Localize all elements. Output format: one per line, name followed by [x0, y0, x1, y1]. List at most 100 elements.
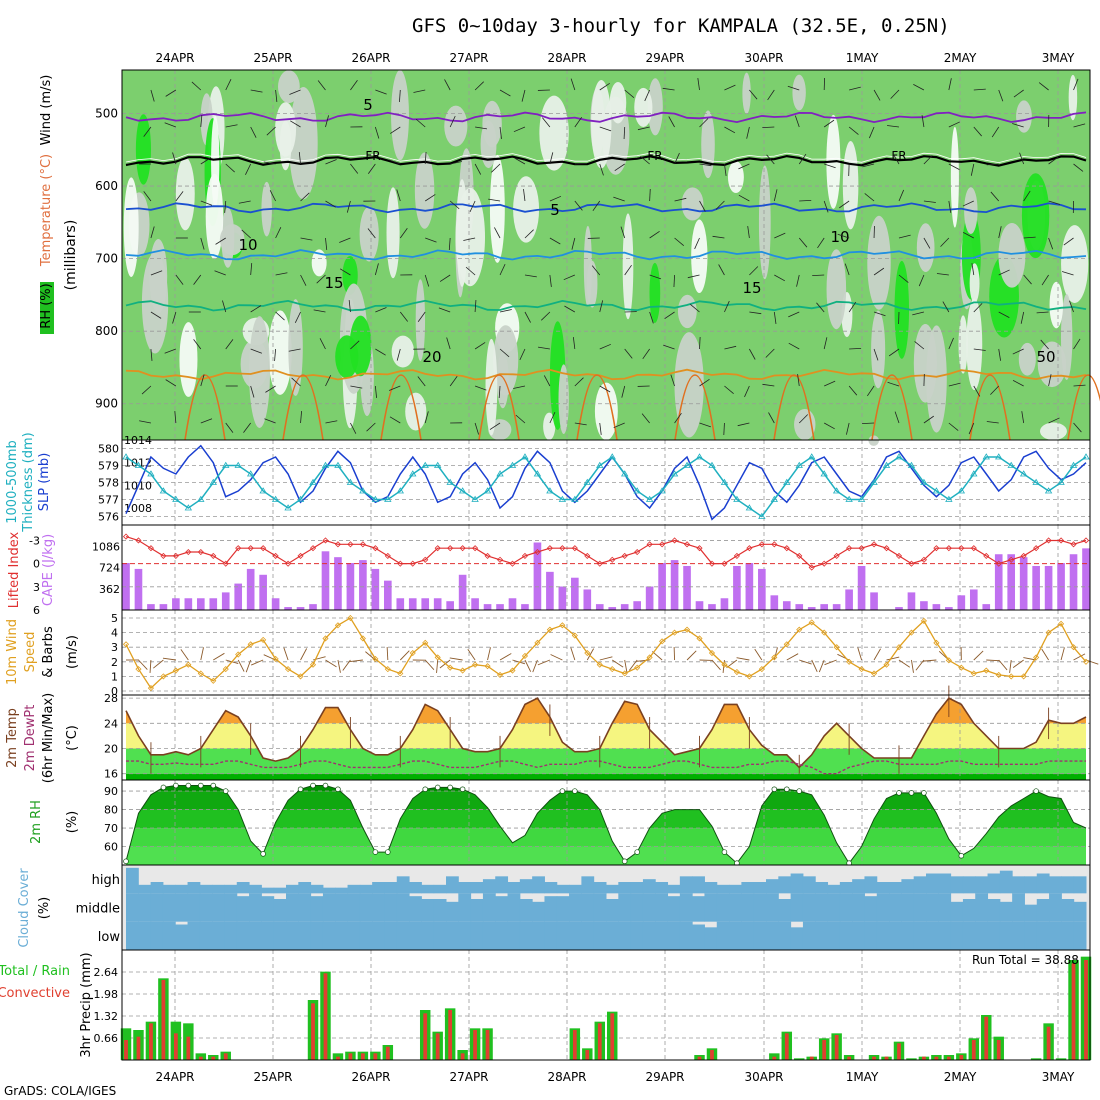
- surface-wind-barb: [386, 646, 389, 661]
- wind-barb: [599, 82, 610, 91]
- lifted-index-point: [733, 552, 740, 559]
- rh-point: [173, 782, 179, 789]
- cloud-cell: [975, 876, 989, 894]
- cloud-cell: [802, 893, 816, 922]
- wind-barb: [1063, 237, 1074, 246]
- surface-wind-barb: [245, 659, 252, 673]
- lifted-index-point: [1070, 541, 1077, 548]
- precip-convective-bar: [136, 1036, 141, 1060]
- wind-barb: [963, 232, 974, 239]
- cloud-cell: [618, 893, 632, 922]
- wind-barb: [846, 422, 850, 435]
- precip-convective-bar: [124, 1040, 128, 1060]
- thickness-point: [957, 487, 966, 494]
- wind-barb: [862, 163, 875, 168]
- cloud-cell: [470, 882, 484, 894]
- surface-wind-barb: [180, 649, 189, 661]
- wind-barb: [374, 385, 378, 398]
- wind-barb: [399, 311, 408, 322]
- rh-patch: [868, 435, 879, 446]
- cloud-cell: [901, 879, 915, 894]
- thickness-point: [134, 461, 143, 468]
- wind-speed-point: [721, 661, 728, 668]
- wind-barb: [715, 200, 725, 210]
- cloud-cell: [1061, 899, 1075, 922]
- lifted-index-point: [571, 545, 578, 552]
- wind-barb: [540, 311, 551, 321]
- cloud-cell: [679, 893, 693, 922]
- wind-speed-point: [821, 629, 828, 636]
- wind-barb: [848, 126, 859, 135]
- wind-barb: [243, 422, 251, 433]
- surface-wind-barb: [532, 659, 538, 673]
- cloud-cell: [655, 921, 669, 950]
- wind-barb: [641, 413, 650, 424]
- cloud-cell: [495, 921, 509, 950]
- wind-barb: [399, 89, 401, 102]
- cape-bar: [471, 598, 479, 610]
- wind-barb: [499, 348, 510, 358]
- lifted-index-point: [970, 545, 977, 552]
- cloud-cell: [729, 921, 742, 950]
- cape-tick-label: 724: [99, 562, 120, 575]
- wind-barb: [649, 274, 662, 280]
- wind-barb: [325, 159, 337, 165]
- wind-barb: [200, 418, 213, 424]
- cloud-cell: [1036, 873, 1050, 894]
- cloud-cell: [729, 893, 742, 922]
- top-date-label: 25APR: [253, 51, 292, 65]
- wind-barb: [275, 311, 285, 321]
- cape-bar: [184, 598, 193, 610]
- precip-total-label: Total / Rain: [0, 964, 70, 979]
- cloud-cell: [322, 921, 336, 950]
- cloud-cell: [249, 921, 262, 950]
- lifted-index-point: [422, 556, 429, 563]
- top-date-axis: 24APR 25APR 26APR 27APR 28APR 29APR 30APR 1MAY 2…: [155, 51, 1074, 65]
- wind-speed-point: [1033, 654, 1040, 661]
- rh-point: [796, 788, 802, 794]
- wind-barb: [150, 89, 155, 102]
- wind-barb: [1019, 152, 1025, 165]
- wind-barb: [238, 200, 251, 204]
- cloud-cell: [458, 882, 472, 894]
- wind-barb: [663, 344, 675, 350]
- lifted-index-point: [496, 556, 504, 563]
- wind-barb: [475, 126, 488, 130]
- cape-bar: [371, 568, 380, 610]
- thickness-point: [970, 470, 978, 477]
- wind-barb: [773, 189, 778, 202]
- cape-bar: [645, 586, 654, 610]
- wind-barb: [474, 300, 477, 313]
- bottom-date-label: 27APR: [449, 1070, 488, 1084]
- wind-speed-point: [210, 677, 217, 684]
- rh-patch: [758, 165, 771, 280]
- wind-barb: [348, 300, 351, 313]
- wind-barb: [222, 300, 227, 313]
- contour-label: 15: [742, 279, 761, 297]
- rh-patch: [826, 249, 847, 330]
- rh-patch: [211, 115, 220, 208]
- precip-convective-bar: [1071, 963, 1076, 1060]
- rh-patch: [583, 225, 592, 307]
- wind-barb: [165, 379, 177, 387]
- cape-bar: [571, 577, 579, 610]
- cloud-cell: [298, 921, 312, 950]
- wind-barb: [798, 153, 807, 165]
- cape-bar: [845, 589, 853, 610]
- surface-wind-barb: [162, 657, 176, 661]
- wind-speed-point: [122, 641, 130, 648]
- wind-barb: [570, 78, 576, 91]
- cape-bar: [508, 598, 517, 610]
- wind-barb: [415, 118, 426, 128]
- rh-patch: [289, 87, 318, 200]
- thickness-point: [1007, 461, 1015, 468]
- surface-wind-barb: [200, 647, 204, 661]
- wind-speed-point: [559, 622, 566, 629]
- cloud-cell: [716, 921, 730, 950]
- cloud-cell: [544, 921, 558, 950]
- rh-patch: [674, 332, 704, 438]
- cape-bar: [1007, 554, 1016, 610]
- cloud-cell: [1073, 901, 1087, 922]
- cloud-cell: [889, 921, 902, 950]
- slp-line: [125, 444, 1087, 521]
